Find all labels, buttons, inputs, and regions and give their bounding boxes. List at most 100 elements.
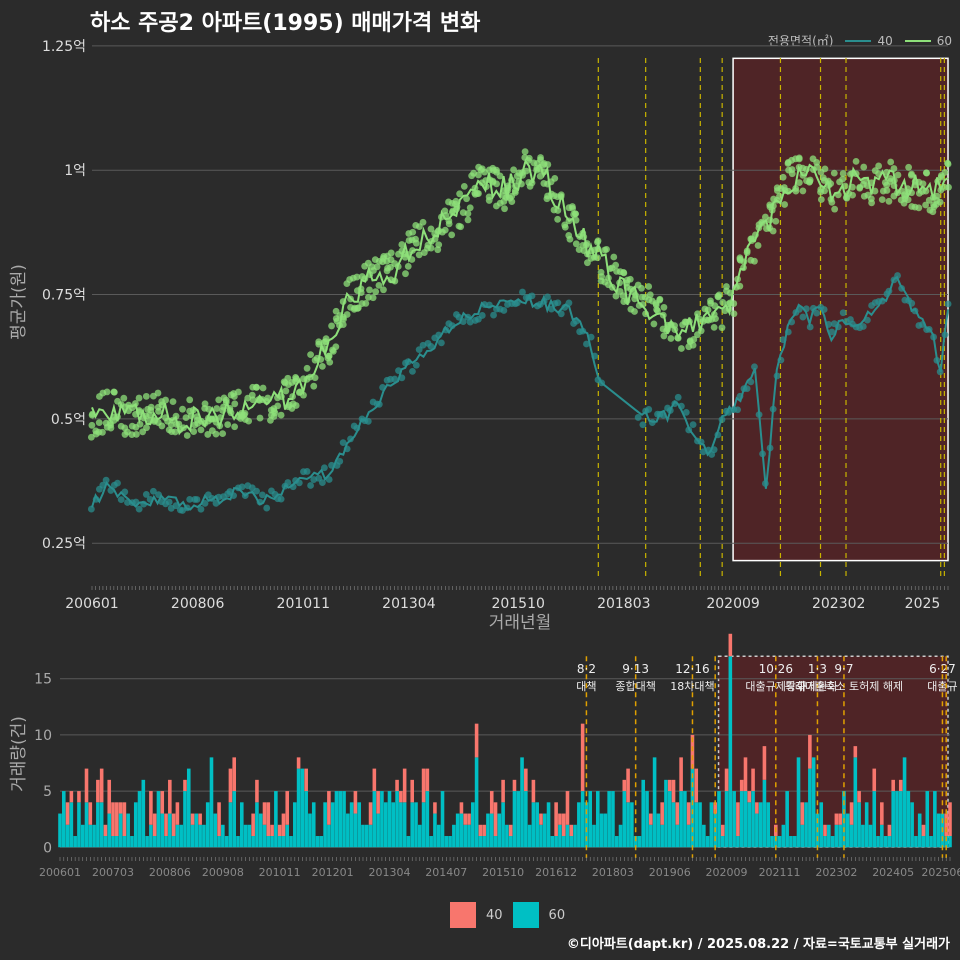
scatter-point-60 [485, 193, 493, 201]
bar-60 [372, 791, 377, 848]
scatter-point-40 [412, 361, 420, 369]
y-axis-label: 평균가(원) [9, 264, 29, 340]
bar-60 [421, 802, 426, 848]
bar-60 [732, 791, 736, 848]
bar-60 [205, 802, 210, 848]
scatter-point-60 [303, 364, 311, 372]
bar-40 [944, 813, 949, 837]
bar-40 [171, 813, 176, 837]
bar-60 [800, 824, 805, 848]
bar-40 [531, 779, 536, 803]
bar-60 [573, 824, 577, 848]
scatter-point-40 [339, 439, 347, 447]
x-tick-label: 201011 [277, 596, 330, 612]
scatter-point-60 [730, 310, 738, 318]
bar-40 [649, 813, 653, 825]
scatter-point-60 [464, 210, 472, 217]
policy-annotation-text: 18차대책 [670, 680, 714, 693]
bar-60 [656, 813, 661, 848]
bar-60 [614, 836, 619, 848]
bar-60 [550, 836, 555, 848]
bottom-x-tick-label: 201011 [259, 866, 301, 879]
bar-60 [383, 802, 388, 848]
scatter-point-40 [500, 307, 508, 314]
scatter-point-60 [215, 396, 223, 404]
x-tick-label: 201803 [597, 596, 650, 612]
scatter-point-60 [922, 169, 930, 177]
scatter-point-60 [224, 421, 232, 428]
scatter-point-60 [839, 170, 847, 177]
bar-60 [452, 824, 456, 848]
bar-60 [160, 813, 165, 848]
x-tick-label: 202009 [706, 596, 759, 612]
scatter-point-60 [890, 165, 898, 172]
scatter-point-60 [402, 270, 409, 278]
bottom-y-tick-label: 5 [43, 784, 52, 800]
policy-annotation-date: 9·7 [834, 662, 853, 676]
bar-60 [65, 824, 70, 848]
bar-40 [857, 791, 861, 803]
bottom-x-tick-label: 201407 [425, 866, 467, 879]
bar-60 [770, 836, 774, 848]
bar-40 [834, 813, 839, 825]
scatter-point-60 [736, 282, 744, 290]
bar-40 [327, 791, 331, 825]
legend-bottom-label-60: 60 [548, 907, 566, 923]
bar-60 [781, 824, 786, 848]
legend-swatch-60 [904, 39, 931, 42]
scatter-point-60 [510, 166, 517, 174]
scatter-point-60 [631, 308, 638, 315]
scatter-point-60 [307, 351, 314, 359]
bar-60 [641, 779, 646, 848]
policy-annotation-text: 규제완화 [797, 680, 837, 693]
scatter-point-60 [894, 171, 902, 179]
bar-60 [929, 836, 933, 848]
bar-60 [243, 824, 248, 848]
scatter-point-60 [445, 220, 453, 228]
scatter-point-60 [645, 283, 653, 290]
scatter-point-60 [354, 305, 361, 312]
scatter-point-60 [147, 406, 155, 414]
scatter-point-60 [715, 291, 723, 299]
bar-60 [664, 779, 668, 848]
scatter-point-60 [142, 392, 150, 400]
scatter-point-60 [597, 268, 605, 276]
policy-annotation-date: 8·2 [577, 662, 596, 676]
bar-60 [849, 824, 854, 848]
bar-40 [671, 779, 676, 803]
bottom-y-tick-label: 10 [34, 728, 52, 744]
bar-40 [228, 768, 233, 803]
bar-60 [133, 802, 138, 848]
bar-40 [376, 791, 380, 814]
bar-60 [736, 836, 740, 848]
bar-60 [77, 802, 81, 848]
scatter-point-60 [282, 387, 290, 395]
scatter-point-40 [639, 421, 647, 429]
bar-40 [508, 824, 513, 837]
bar-60 [667, 791, 672, 848]
bar-60 [789, 836, 793, 848]
scatter-point-40 [307, 482, 314, 489]
scatter-point-60 [788, 166, 796, 173]
scatter-point-60 [204, 431, 212, 438]
scatter-point-40 [114, 479, 121, 487]
bar-60 [883, 836, 888, 848]
bar-40 [118, 802, 123, 814]
bar-60 [777, 836, 782, 848]
scatter-point-40 [828, 328, 836, 336]
bar-60 [880, 824, 884, 848]
bar-60 [137, 791, 142, 848]
scatter-point-60 [99, 428, 106, 436]
bar-40 [569, 824, 574, 837]
bar-40 [755, 802, 759, 814]
bar-60 [686, 824, 691, 848]
scatter-point-60 [830, 169, 838, 177]
bar-40 [667, 779, 672, 792]
bar-60 [626, 802, 630, 848]
bar-60 [107, 813, 112, 848]
bar-60 [702, 824, 706, 848]
scatter-point-60 [565, 232, 573, 239]
bottom-x-tick-label: 201201 [312, 866, 354, 879]
bar-60 [376, 813, 380, 848]
bar-60 [486, 813, 490, 848]
